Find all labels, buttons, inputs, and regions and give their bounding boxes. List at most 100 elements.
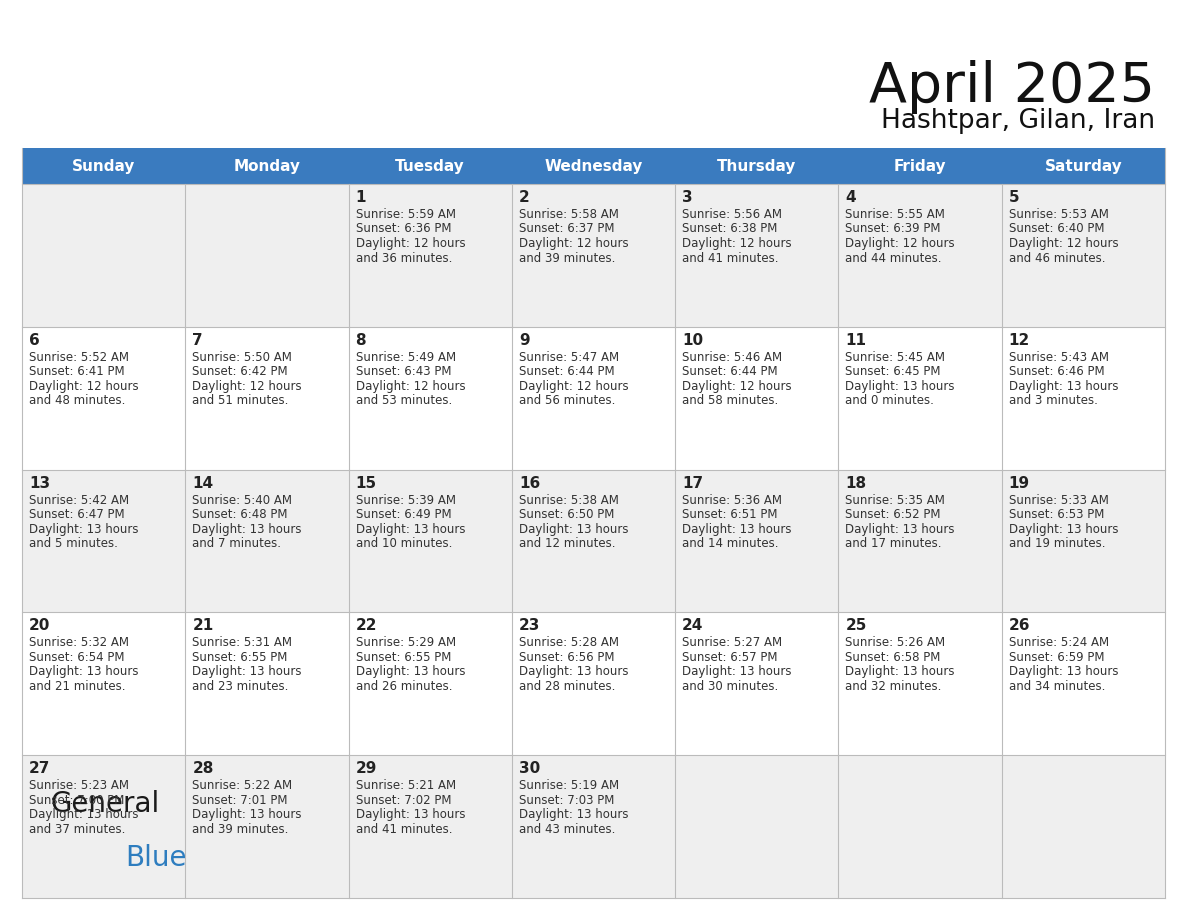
Text: 25: 25 [846, 619, 867, 633]
Text: Sunrise: 5:23 AM: Sunrise: 5:23 AM [29, 779, 129, 792]
Text: and 0 minutes.: and 0 minutes. [846, 395, 934, 408]
Text: Wednesday: Wednesday [544, 159, 643, 174]
Text: and 3 minutes.: and 3 minutes. [1009, 395, 1098, 408]
Text: April 2025: April 2025 [868, 60, 1155, 114]
Text: Daylight: 13 hours: Daylight: 13 hours [682, 522, 791, 535]
Text: 1: 1 [355, 190, 366, 205]
Text: Daylight: 12 hours: Daylight: 12 hours [355, 237, 466, 250]
Text: Daylight: 12 hours: Daylight: 12 hours [29, 380, 139, 393]
Text: Daylight: 13 hours: Daylight: 13 hours [1009, 522, 1118, 535]
Text: and 37 minutes.: and 37 minutes. [29, 823, 126, 835]
Text: Sunset: 6:49 PM: Sunset: 6:49 PM [355, 508, 451, 521]
Text: Sunset: 6:45 PM: Sunset: 6:45 PM [846, 365, 941, 378]
Text: Sunset: 6:42 PM: Sunset: 6:42 PM [192, 365, 287, 378]
Text: Blue: Blue [125, 844, 187, 872]
Text: 30: 30 [519, 761, 541, 777]
Text: Sunrise: 5:55 AM: Sunrise: 5:55 AM [846, 208, 946, 221]
Text: Sunrise: 5:24 AM: Sunrise: 5:24 AM [1009, 636, 1108, 649]
Text: Sunrise: 5:26 AM: Sunrise: 5:26 AM [846, 636, 946, 649]
Text: Sunset: 6:52 PM: Sunset: 6:52 PM [846, 508, 941, 521]
Text: Sunset: 6:44 PM: Sunset: 6:44 PM [519, 365, 614, 378]
Text: Daylight: 12 hours: Daylight: 12 hours [846, 237, 955, 250]
Text: 20: 20 [29, 619, 50, 633]
Text: Sunset: 6:54 PM: Sunset: 6:54 PM [29, 651, 125, 664]
Text: Daylight: 13 hours: Daylight: 13 hours [29, 522, 139, 535]
Text: 21: 21 [192, 619, 214, 633]
Text: and 44 minutes.: and 44 minutes. [846, 252, 942, 264]
Text: and 12 minutes.: and 12 minutes. [519, 537, 615, 550]
Text: 28: 28 [192, 761, 214, 777]
Text: Sunrise: 5:29 AM: Sunrise: 5:29 AM [355, 636, 456, 649]
Text: Sunset: 6:50 PM: Sunset: 6:50 PM [519, 508, 614, 521]
Text: Daylight: 13 hours: Daylight: 13 hours [29, 666, 139, 678]
Bar [23, 756, 1165, 898]
Text: Sunrise: 5:22 AM: Sunrise: 5:22 AM [192, 779, 292, 792]
Bar [23, 612, 1165, 756]
Text: 7: 7 [192, 333, 203, 348]
Text: Sunrise: 5:19 AM: Sunrise: 5:19 AM [519, 779, 619, 792]
Text: 24: 24 [682, 619, 703, 633]
Text: Daylight: 13 hours: Daylight: 13 hours [355, 808, 465, 822]
Text: Daylight: 13 hours: Daylight: 13 hours [519, 666, 628, 678]
Bar [23, 470, 1165, 612]
Text: and 39 minutes.: and 39 minutes. [192, 823, 289, 835]
Text: Sunrise: 5:47 AM: Sunrise: 5:47 AM [519, 351, 619, 364]
Text: and 34 minutes.: and 34 minutes. [1009, 680, 1105, 693]
Text: Sunrise: 5:46 AM: Sunrise: 5:46 AM [682, 351, 782, 364]
Text: Sunrise: 5:52 AM: Sunrise: 5:52 AM [29, 351, 129, 364]
Text: Sunrise: 5:53 AM: Sunrise: 5:53 AM [1009, 208, 1108, 221]
Text: 6: 6 [29, 333, 39, 348]
Text: and 32 minutes.: and 32 minutes. [846, 680, 942, 693]
Text: and 5 minutes.: and 5 minutes. [29, 537, 118, 550]
Text: 9: 9 [519, 333, 530, 348]
Text: Saturday: Saturday [1044, 159, 1123, 174]
Text: Sunday: Sunday [72, 159, 135, 174]
Text: Daylight: 13 hours: Daylight: 13 hours [846, 380, 955, 393]
Text: 17: 17 [682, 476, 703, 490]
Text: 18: 18 [846, 476, 866, 490]
Text: 8: 8 [355, 333, 366, 348]
Text: and 43 minutes.: and 43 minutes. [519, 823, 615, 835]
Text: Sunset: 6:39 PM: Sunset: 6:39 PM [846, 222, 941, 236]
Text: Sunrise: 5:32 AM: Sunrise: 5:32 AM [29, 636, 129, 649]
Text: Daylight: 13 hours: Daylight: 13 hours [192, 808, 302, 822]
Text: Sunrise: 5:27 AM: Sunrise: 5:27 AM [682, 636, 782, 649]
Text: Hashtpar, Gilan, Iran: Hashtpar, Gilan, Iran [880, 108, 1155, 134]
Text: Sunrise: 5:45 AM: Sunrise: 5:45 AM [846, 351, 946, 364]
Text: 2: 2 [519, 190, 530, 205]
Text: 15: 15 [355, 476, 377, 490]
Text: Sunrise: 5:33 AM: Sunrise: 5:33 AM [1009, 494, 1108, 507]
Text: Sunset: 6:53 PM: Sunset: 6:53 PM [1009, 508, 1104, 521]
Text: Daylight: 13 hours: Daylight: 13 hours [846, 522, 955, 535]
Text: 27: 27 [29, 761, 50, 777]
Text: and 36 minutes.: and 36 minutes. [355, 252, 451, 264]
Text: 12: 12 [1009, 333, 1030, 348]
Text: and 41 minutes.: and 41 minutes. [682, 252, 778, 264]
Text: Daylight: 13 hours: Daylight: 13 hours [355, 666, 465, 678]
Text: Sunset: 6:43 PM: Sunset: 6:43 PM [355, 365, 451, 378]
Text: and 53 minutes.: and 53 minutes. [355, 395, 451, 408]
Text: Sunset: 6:46 PM: Sunset: 6:46 PM [1009, 365, 1105, 378]
Text: and 19 minutes.: and 19 minutes. [1009, 537, 1105, 550]
Text: 5: 5 [1009, 190, 1019, 205]
Text: Daylight: 12 hours: Daylight: 12 hours [682, 237, 791, 250]
Text: 4: 4 [846, 190, 857, 205]
Text: Sunrise: 5:21 AM: Sunrise: 5:21 AM [355, 779, 456, 792]
Text: Sunset: 6:38 PM: Sunset: 6:38 PM [682, 222, 777, 236]
Text: Sunrise: 5:35 AM: Sunrise: 5:35 AM [846, 494, 946, 507]
Text: and 26 minutes.: and 26 minutes. [355, 680, 453, 693]
Text: Sunrise: 5:58 AM: Sunrise: 5:58 AM [519, 208, 619, 221]
Text: Monday: Monday [233, 159, 301, 174]
Text: Sunrise: 5:36 AM: Sunrise: 5:36 AM [682, 494, 782, 507]
Text: Daylight: 13 hours: Daylight: 13 hours [1009, 380, 1118, 393]
Text: 19: 19 [1009, 476, 1030, 490]
Bar [23, 327, 1165, 470]
Text: Daylight: 13 hours: Daylight: 13 hours [846, 666, 955, 678]
Text: 14: 14 [192, 476, 214, 490]
Text: Sunset: 6:56 PM: Sunset: 6:56 PM [519, 651, 614, 664]
Text: Sunset: 6:36 PM: Sunset: 6:36 PM [355, 222, 451, 236]
Text: Daylight: 13 hours: Daylight: 13 hours [192, 522, 302, 535]
Text: Daylight: 13 hours: Daylight: 13 hours [192, 666, 302, 678]
Text: and 41 minutes.: and 41 minutes. [355, 823, 453, 835]
Text: Daylight: 13 hours: Daylight: 13 hours [519, 522, 628, 535]
